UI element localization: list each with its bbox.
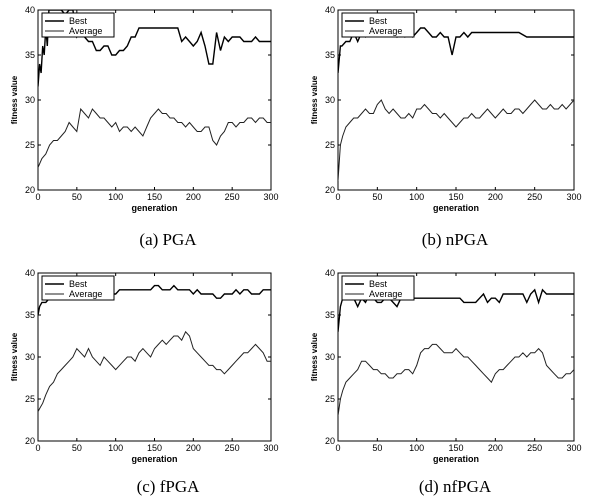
y-tick-label: 40 <box>25 5 35 15</box>
x-tick-label: 100 <box>409 443 424 453</box>
x-tick-label: 250 <box>225 192 240 202</box>
legend-box <box>41 275 115 301</box>
x-tick-label: 0 <box>335 443 340 453</box>
legend-label-average: Average <box>69 289 102 299</box>
x-tick-label: 200 <box>488 192 503 202</box>
y-axis-label: fitness value <box>310 75 319 124</box>
x-tick-label: 50 <box>372 443 382 453</box>
legend-label-average: Average <box>369 289 402 299</box>
x-tick-label: 250 <box>225 443 240 453</box>
series-line-average <box>38 107 271 168</box>
x-tick-label: 300 <box>566 192 581 202</box>
x-tick-label: 250 <box>527 443 542 453</box>
x-tick-label: 200 <box>488 443 503 453</box>
y-tick-label: 35 <box>325 310 335 320</box>
series-line-best <box>38 10 271 87</box>
y-tick-label: 40 <box>25 268 35 278</box>
x-tick-label: 100 <box>409 192 424 202</box>
chart-panel-3: 0 50 100 150 200 250 300 20 25 30 35 40 generation fi… <box>10 268 279 496</box>
chart-panel-4: 0 50 100 150 200 250 300 20 25 30 35 40 generation fi… <box>310 268 582 496</box>
x-axis-label: generation <box>131 454 177 464</box>
x-axis-label: generation <box>131 203 177 213</box>
x-tick-label: 300 <box>566 443 581 453</box>
x-tick-label: 250 <box>527 192 542 202</box>
y-tick-label: 35 <box>25 50 35 60</box>
x-tick-label: 150 <box>448 443 463 453</box>
chart-panel-2: 0 50 100 150 200 250 300 20 25 30 35 40 generation fi… <box>310 5 582 249</box>
y-tick-label: 40 <box>325 268 335 278</box>
x-tick-label: 0 <box>335 192 340 202</box>
y-tick-label: 35 <box>25 310 35 320</box>
y-axis-label: fitness value <box>10 332 19 381</box>
y-tick-label: 30 <box>25 95 35 105</box>
x-tick-label: 150 <box>147 443 162 453</box>
legend-label-average: Average <box>69 26 102 36</box>
y-tick-label: 20 <box>25 185 35 195</box>
x-tick-label: 0 <box>35 443 40 453</box>
x-tick-label: 50 <box>72 192 82 202</box>
chart-panel-1: 0 50 100 150 200 250 300 20 25 30 35 40 generation fi… <box>10 5 279 249</box>
legend-box <box>341 275 415 301</box>
y-tick-label: 30 <box>25 352 35 362</box>
legend-box <box>341 12 415 38</box>
y-tick-label: 35 <box>325 50 335 60</box>
x-tick-label: 50 <box>72 443 82 453</box>
x-tick-label: 50 <box>372 192 382 202</box>
x-axis-label: generation <box>433 454 479 464</box>
y-tick-label: 25 <box>25 394 35 404</box>
y-axis-label: fitness value <box>310 332 319 381</box>
y-axis-label: fitness value <box>10 75 19 124</box>
x-tick-label: 100 <box>108 192 123 202</box>
x-tick-label: 300 <box>263 192 278 202</box>
y-tick-label: 30 <box>325 95 335 105</box>
series-line-average <box>338 343 574 416</box>
y-tick-label: 25 <box>325 394 335 404</box>
legend-label-average: Average <box>369 26 402 36</box>
series-line-average <box>38 330 271 412</box>
x-tick-label: 200 <box>186 443 201 453</box>
legend-label-best: Best <box>69 16 88 26</box>
series-line-average <box>338 99 574 182</box>
x-tick-label: 200 <box>186 192 201 202</box>
legend-label-best: Best <box>69 279 88 289</box>
y-tick-label: 20 <box>325 185 335 195</box>
x-tick-label: 100 <box>108 443 123 453</box>
x-tick-label: 0 <box>35 192 40 202</box>
y-tick-label: 25 <box>25 140 35 150</box>
legend-label-best: Best <box>369 16 388 26</box>
panel-caption: (b) nPGA <box>422 230 489 249</box>
y-tick-label: 25 <box>325 140 335 150</box>
panel-caption: (d) nfPGA <box>419 477 492 496</box>
legend-box <box>41 12 115 38</box>
x-tick-label: 150 <box>147 192 162 202</box>
y-tick-label: 30 <box>325 352 335 362</box>
y-tick-label: 20 <box>25 436 35 446</box>
panel-caption: (a) PGA <box>139 230 197 249</box>
y-tick-label: 20 <box>325 436 335 446</box>
panel-caption: (c) fPGA <box>137 477 201 496</box>
y-tick-label: 40 <box>325 5 335 15</box>
x-tick-label: 150 <box>448 192 463 202</box>
x-axis-label: generation <box>433 203 479 213</box>
legend-label-best: Best <box>369 279 388 289</box>
x-tick-label: 300 <box>263 443 278 453</box>
